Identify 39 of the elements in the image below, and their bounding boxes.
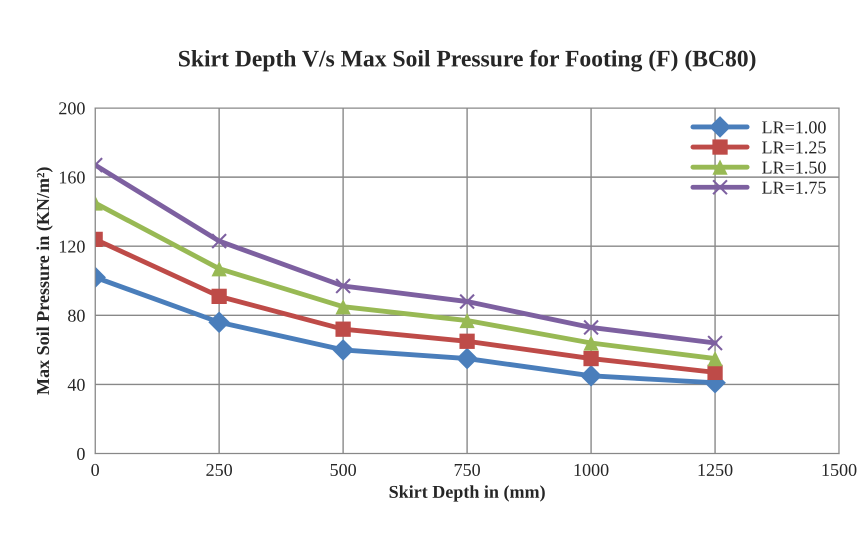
legend-label: LR=1.75 bbox=[762, 182, 826, 194]
y-axis-title: Max Soil Pressure in (KN/m²) bbox=[36, 167, 53, 395]
point bbox=[583, 319, 600, 336]
y-tick-label: 40 bbox=[68, 378, 85, 391]
point bbox=[459, 294, 476, 310]
point bbox=[707, 335, 724, 351]
x-tick-label: 1000 bbox=[574, 464, 608, 476]
point bbox=[335, 278, 352, 294]
point bbox=[335, 322, 351, 337]
point bbox=[459, 334, 475, 349]
x-tick-label: 250 bbox=[206, 464, 232, 476]
legend-label: LR=1.25 bbox=[762, 141, 826, 154]
point bbox=[332, 339, 354, 361]
point bbox=[580, 365, 602, 387]
x-tick-label: 750 bbox=[454, 464, 480, 476]
legend-label: LR=1.50 bbox=[762, 161, 826, 174]
point bbox=[211, 233, 228, 250]
point bbox=[459, 312, 475, 328]
point bbox=[335, 299, 351, 314]
x-tick-label: 1250 bbox=[698, 464, 732, 476]
point bbox=[707, 350, 723, 366]
x-axis-title: Skirt Depth in (mm) bbox=[390, 485, 545, 502]
x-tick-label: 1500 bbox=[822, 464, 856, 476]
y-tick-label: 160 bbox=[60, 171, 85, 184]
point bbox=[211, 288, 227, 304]
legend-label: LR=1.00 bbox=[762, 121, 826, 134]
x-tick-label: 0 bbox=[91, 464, 99, 476]
x-tick-label: 500 bbox=[330, 464, 356, 476]
y-tick-label: 120 bbox=[60, 240, 85, 253]
y-tick-label: 200 bbox=[59, 102, 85, 114]
point bbox=[707, 364, 723, 380]
y-tick-label: 80 bbox=[68, 310, 85, 322]
point bbox=[456, 348, 478, 370]
point bbox=[583, 335, 599, 351]
point bbox=[583, 350, 599, 366]
chart-title: Skirt Depth V/s Max Soil Pressure for Footing (F) (BC80) bbox=[179, 50, 756, 72]
y-tick-label: 0 bbox=[77, 448, 85, 460]
point bbox=[211, 261, 227, 276]
point bbox=[208, 311, 230, 334]
